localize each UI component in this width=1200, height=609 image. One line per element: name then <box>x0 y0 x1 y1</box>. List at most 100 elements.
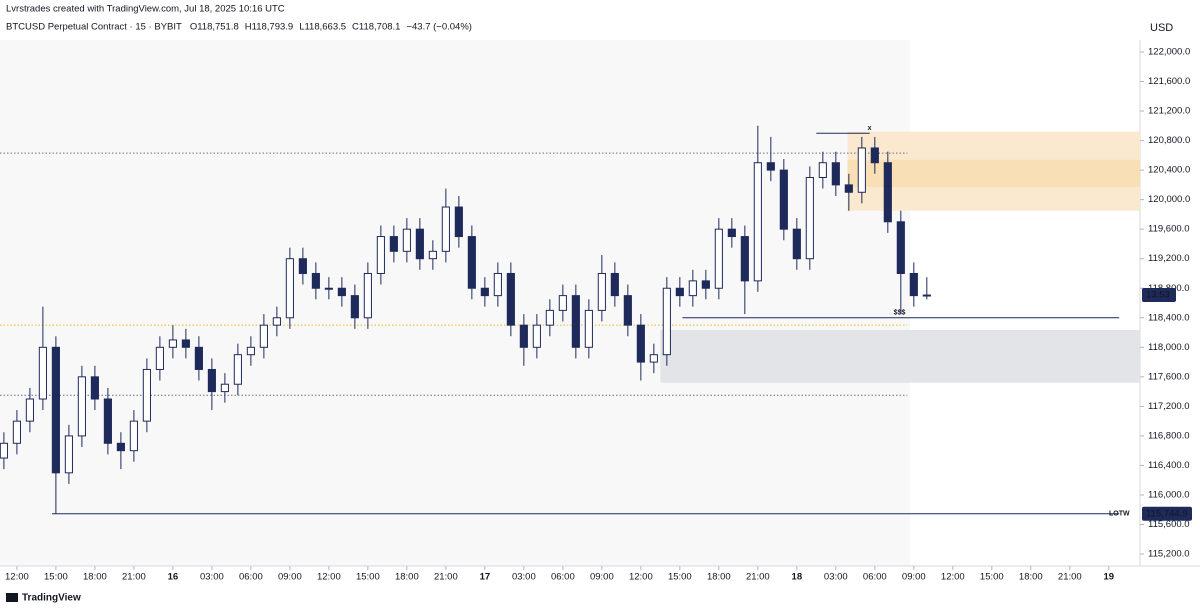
candle-body <box>467 236 476 289</box>
candle-body <box>597 272 606 311</box>
y-tick-label: 122,000.0 <box>1148 46 1190 57</box>
x-tick-label: 15:00 <box>44 572 68 583</box>
candle-body <box>337 287 346 297</box>
candle-body <box>142 368 151 422</box>
candle-body <box>506 272 515 326</box>
candle-body <box>480 287 489 297</box>
candle-body <box>90 376 99 400</box>
y-tick-label: 117,200.0 <box>1148 401 1190 412</box>
candle-body <box>493 272 502 297</box>
level-label: $$$ <box>894 310 906 317</box>
candle-body <box>883 162 892 223</box>
y-tick-label: 120,000.0 <box>1148 194 1190 205</box>
plot-background <box>0 40 910 566</box>
y-tick-label: 121,200.0 <box>1148 106 1190 117</box>
candle-body <box>610 272 619 297</box>
x-tick-label: 03:00 <box>824 572 848 583</box>
x-tick-label: 18 <box>792 572 803 583</box>
x-tick-label: 06:00 <box>863 572 887 583</box>
x-tick-label: 19 <box>1104 572 1115 583</box>
legend: BTCUSD Perpetual Contract · 15 · BYBIT O1… <box>6 22 472 33</box>
candle-body <box>857 147 866 193</box>
candle-body <box>753 162 762 282</box>
x-tick-label: 09:00 <box>278 572 302 583</box>
candle-body <box>636 324 645 363</box>
y-tick-label: 120,800.0 <box>1148 135 1190 146</box>
x-tick-label: 12:00 <box>629 572 653 583</box>
candle-body <box>740 236 749 282</box>
candle-body <box>77 376 86 437</box>
y-tick-label: 119,200.0 <box>1148 253 1190 264</box>
candle-body <box>870 147 879 164</box>
x-tick-label: 06:00 <box>551 572 575 583</box>
x-tick-label: 18:00 <box>1019 572 1043 583</box>
candle-body <box>0 442 8 459</box>
candle-body <box>532 324 541 348</box>
countdown: 13:53 <box>1146 290 1170 301</box>
candle-body <box>155 346 164 370</box>
candle-body <box>51 346 60 474</box>
logo <box>6 593 18 602</box>
candle-body <box>831 162 840 186</box>
candle-body <box>714 228 723 289</box>
candle-body <box>103 398 112 444</box>
ohlc-value: L118,663.5 <box>299 22 346 33</box>
candle-body <box>766 162 775 171</box>
level-label: x <box>868 125 872 132</box>
candle-body <box>402 228 411 252</box>
candle-body <box>779 169 788 230</box>
y-tick-label: 120,400.0 <box>1148 165 1190 176</box>
candle-body <box>649 354 658 363</box>
x-tick-label: 09:00 <box>590 572 614 583</box>
ohlc-value: −43.7 (−0.04%) <box>406 22 472 33</box>
candle-body <box>207 368 216 393</box>
x-tick-label: 03:00 <box>512 572 536 583</box>
y-tick-label: 116,000.0 <box>1148 489 1190 500</box>
symbol: BTCUSD Perpetual Contract · 15 · BYBIT <box>6 22 182 33</box>
zone <box>847 159 1140 188</box>
candle-body <box>64 435 73 474</box>
candle-body <box>285 258 294 319</box>
zone <box>660 329 1140 383</box>
level-label: LOTW <box>1109 511 1130 518</box>
header: Lvrstrades created with TradingView.com,… <box>6 4 285 15</box>
countdown-box <box>1142 288 1176 303</box>
candle-body <box>38 346 47 400</box>
candle-body <box>311 272 320 289</box>
x-tick-label: 21:00 <box>1058 572 1082 583</box>
y-tick-label: 121,600.0 <box>1148 76 1190 87</box>
y-tick-label: 117,600.0 <box>1148 371 1190 382</box>
candle-body <box>376 236 385 274</box>
currency: USD <box>1150 22 1173 34</box>
x-tick-label: 12:00 <box>5 572 29 583</box>
candle-body <box>688 280 697 297</box>
x-tick-label: 16 <box>168 572 179 583</box>
candle-body <box>584 309 593 348</box>
ohlc-value: H118,793.9 <box>245 22 293 33</box>
candle-body <box>246 346 255 356</box>
x-tick-label: 21:00 <box>122 572 146 583</box>
candle-body <box>233 354 242 385</box>
candle-body <box>571 295 580 348</box>
x-tick-label: 17 <box>480 572 491 583</box>
candle-body <box>259 324 268 348</box>
watermark: TradingView <box>22 593 81 604</box>
candle-body <box>428 250 437 260</box>
candle-body <box>194 346 203 370</box>
x-tick-label: 21:00 <box>746 572 770 583</box>
candle-body <box>181 339 190 348</box>
price-label-box <box>1142 506 1192 521</box>
y-tick-label: 119,600.0 <box>1148 224 1190 235</box>
candle-body <box>363 272 372 319</box>
x-tick-label: 06:00 <box>239 572 263 583</box>
candle-body <box>415 228 424 260</box>
candle-body <box>116 442 125 452</box>
x-tick-label: 12:00 <box>941 572 965 583</box>
candle-body <box>701 280 710 289</box>
ohlc-value: C118,708.1 <box>352 22 400 33</box>
candle-body <box>220 383 229 393</box>
candle-body <box>844 184 853 193</box>
candle-body <box>272 317 281 326</box>
candle-body <box>545 309 554 326</box>
